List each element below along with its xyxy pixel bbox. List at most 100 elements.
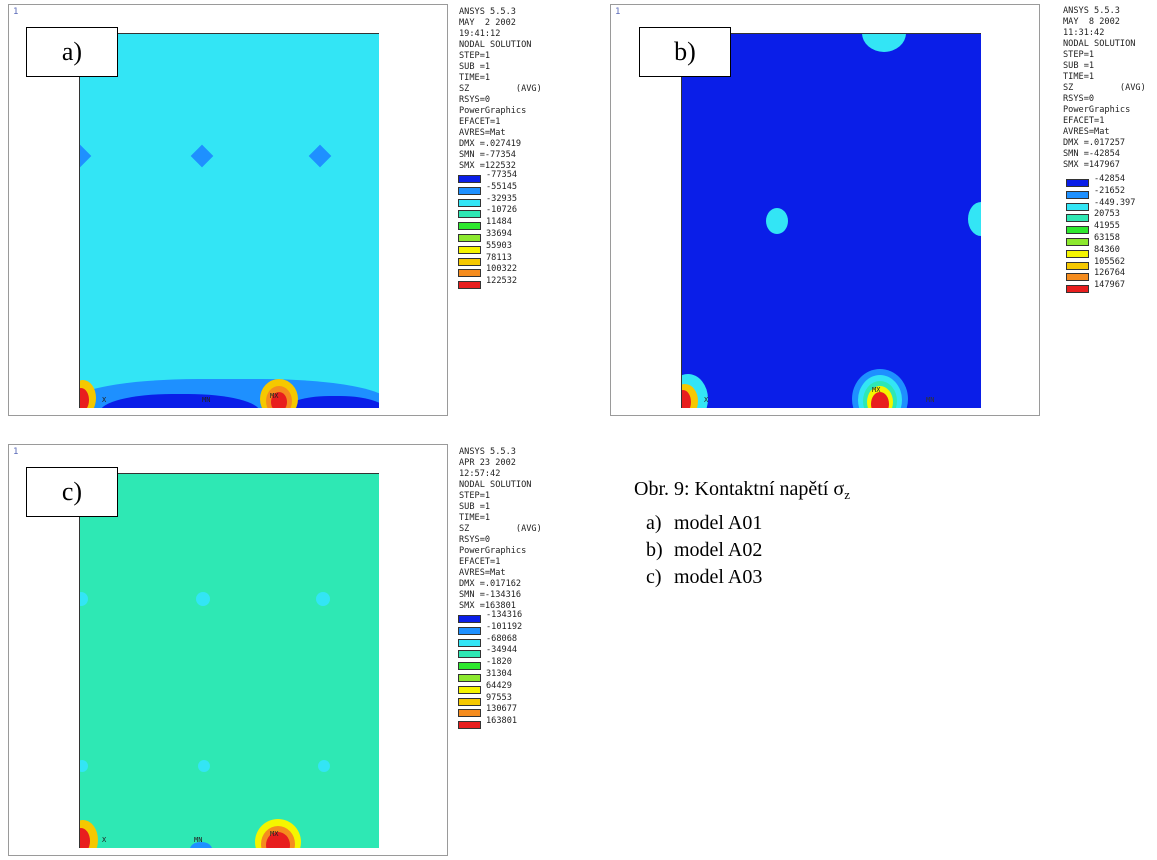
legend-swatch: [458, 210, 481, 219]
panel-b-label: b): [639, 27, 731, 77]
legend-swatch: [458, 673, 481, 682]
panel-b-contour-hotspot: [871, 392, 889, 408]
panel-c-contour-spot: [196, 592, 210, 606]
panel-c-min-mark: MN: [194, 836, 203, 844]
info-line: RSYS=0: [1063, 94, 1095, 104]
caption-item-text: model A03: [674, 566, 763, 588]
info-line: PowerGraphics: [459, 106, 527, 116]
panel-a-contour-plot: X MN MX: [79, 33, 379, 408]
legend-value: -10726: [486, 205, 518, 216]
panel-b: 1 X MX MN b): [610, 4, 1040, 416]
info-line: 19:41:12: [459, 29, 501, 39]
figure-caption: Obr. 9: Kontaktní napětí σz a) model A01 …: [634, 476, 850, 591]
legend-swatch: [458, 685, 481, 694]
panel-c-corner-number: 1: [13, 447, 19, 457]
panel-b-min-mark: MN: [926, 396, 935, 404]
legend-value: 122532: [486, 276, 518, 287]
info-line: 11:31:42: [1063, 28, 1105, 38]
info-line: DMX =.017257: [1063, 138, 1126, 148]
info-line: STEP=1: [459, 491, 491, 501]
legend-value: -42854: [1094, 174, 1126, 184]
info-line: PowerGraphics: [459, 546, 527, 556]
panel-c-axis-mark: X: [102, 836, 107, 844]
info-line: PowerGraphics: [1063, 105, 1131, 115]
panel-a-min-mark: MN: [202, 396, 211, 404]
legend-swatch: [458, 721, 481, 730]
info-line: SMX =147967: [1063, 160, 1120, 170]
legend-swatch: [458, 175, 481, 183]
panel-c-contour-spot: [80, 760, 88, 772]
info-line: SMX =163801: [459, 601, 516, 611]
panel-a-contour-hotspot: [271, 392, 287, 408]
legend-swatch: [458, 697, 481, 706]
panel-c-contour-spot: [80, 592, 88, 606]
legend-value: -68068: [486, 633, 518, 644]
caption-item-letter: a): [646, 512, 662, 534]
info-line: SMX =122532: [459, 161, 516, 171]
legend-swatch: [1066, 190, 1089, 199]
info-line: STEP=1: [459, 51, 491, 61]
caption-item: c) model A03: [634, 564, 850, 591]
legend-swatch: [458, 615, 481, 623]
legend-value: -101192: [486, 621, 523, 632]
panel-b-contour-plot: X MX MN: [681, 33, 981, 408]
info-line: SUB =1: [459, 62, 491, 72]
panel-c-max-mark: MX: [270, 830, 279, 838]
legend-swatch: [458, 709, 481, 718]
info-line: MAY 2 2002: [459, 18, 516, 28]
legend-value: 33694: [486, 228, 512, 239]
legend-value: 97553: [486, 692, 512, 703]
panel-c-label: c): [26, 467, 118, 517]
legend-value: -77354: [486, 170, 518, 180]
legend-value: 163801: [486, 716, 518, 727]
info-line: TIME=1: [1063, 72, 1095, 82]
legend-swatch: [1066, 179, 1089, 187]
legend-value: 31304: [486, 668, 512, 679]
legend-swatch: [458, 269, 481, 278]
legend-swatch: [458, 245, 481, 254]
panel-c-contour-spot: [318, 760, 330, 772]
info-line: AVRES=Mat: [459, 128, 506, 138]
panel-c: 1 X MN MX c) ANSYS 5.5.3 APR 23 2002 12:…: [8, 444, 542, 856]
legend-swatch: [458, 638, 481, 647]
legend-swatch: [1066, 285, 1089, 294]
legend-swatch: [458, 662, 481, 671]
legend-swatch: [1066, 261, 1089, 270]
legend-value: 100322: [486, 264, 518, 275]
legend-swatch: [458, 186, 481, 195]
info-line: APR 23 2002: [459, 458, 516, 468]
info-line: ANSYS 5.5.3: [1063, 6, 1120, 16]
info-line: SZ (AVG): [459, 524, 542, 534]
legend-value: 63158: [1094, 232, 1120, 243]
caption-list: a) model A01 b) model A02 c) model A03: [634, 510, 850, 591]
panel-b-axis-mark: X: [704, 396, 709, 404]
info-line: NODAL SOLUTION: [459, 40, 532, 50]
legend-swatch: [458, 198, 481, 207]
legend-swatch: [458, 650, 481, 659]
legend-value: -32935: [486, 193, 518, 204]
legend-swatch: [1066, 249, 1089, 258]
info-line: NODAL SOLUTION: [1063, 39, 1136, 49]
info-line: TIME=1: [459, 73, 491, 83]
info-line: DMX =.017162: [459, 579, 522, 589]
info-line: SUB =1: [459, 502, 491, 512]
panel-b-contour-spot: [862, 34, 906, 52]
panel-c-contour-hotspot: [266, 832, 290, 848]
caption-prefix: Obr. 9: Kontaktní napětí σ: [634, 478, 845, 500]
caption-item: a) model A01: [634, 510, 850, 537]
info-line: RSYS=0: [459, 535, 491, 545]
panel-a: 1 X MN MX a) ANSYS 5.5.3 MAY 2 2002 19:4…: [8, 4, 542, 416]
caption-item-letter: b): [646, 539, 663, 561]
panel-a-contour-band: [100, 394, 260, 408]
panel-b-contour-hotspot: [682, 390, 691, 408]
info-line: MAY 8 2002: [1063, 17, 1120, 27]
panel-b-info-block: ANSYS 5.5.3 MAY 8 2002 11:31:42 NODAL SO…: [1063, 6, 1146, 171]
panel-b-corner-number: 1: [615, 7, 621, 17]
caption-item: b) model A02: [634, 537, 850, 564]
info-line: ANSYS 5.5.3: [459, 7, 516, 17]
panel-a-axis-mark: X: [102, 396, 107, 404]
info-line: EFACET=1: [1063, 116, 1105, 126]
caption-title: Obr. 9: Kontaktní napětí σz: [634, 476, 850, 508]
legend-value: 84360: [1094, 244, 1120, 255]
legend-swatch: [1066, 226, 1089, 235]
